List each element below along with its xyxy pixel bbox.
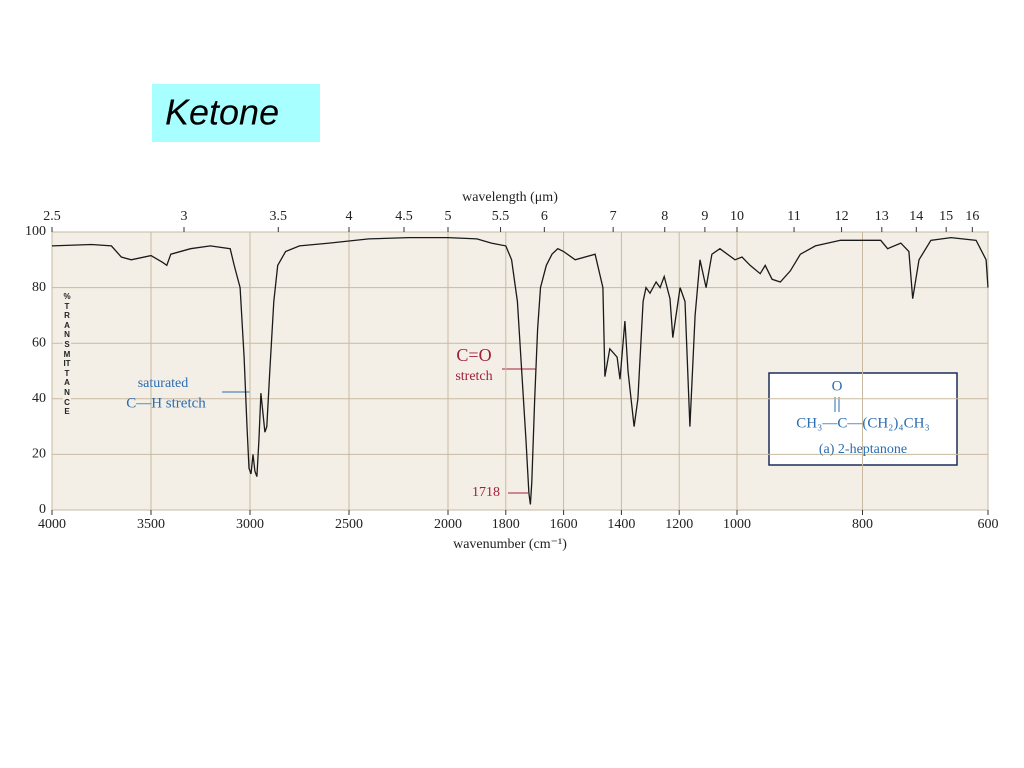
y-tick-label: 100 <box>25 224 46 239</box>
x-axis-label: wavenumber (cm⁻¹) <box>453 537 567 552</box>
annotation: stretch <box>455 369 492 384</box>
slide-title: Ketone <box>165 92 279 133</box>
x-tick-label: 800 <box>852 517 873 532</box>
annotation: saturated <box>138 376 189 391</box>
x2-tick-label: 13 <box>875 209 889 224</box>
x-tick-label: 3000 <box>236 517 264 532</box>
annotation: 1718 <box>472 485 500 500</box>
x-tick-label: 1600 <box>550 517 578 532</box>
y-tick-label: 60 <box>32 335 46 350</box>
title-box <box>152 84 320 142</box>
x-tick-label: 2500 <box>335 517 363 532</box>
y-tick-label: 20 <box>32 447 46 462</box>
y-tick-label: 0 <box>39 502 46 517</box>
x-tick-label: 2000 <box>434 517 462 532</box>
x2-tick-label: 16 <box>965 209 979 224</box>
x-tick-label: 1200 <box>665 517 693 532</box>
x2-tick-label: 6 <box>541 209 548 224</box>
x2-axis-label: wavelength (μm) <box>462 190 558 205</box>
plot-area <box>51 231 989 511</box>
molecule-formula: CH₃—C—(CH₂)₄CH₃ <box>796 415 929 431</box>
y-axis-label: %TRANSMITTANCE <box>63 292 71 417</box>
x2-tick-label: 2.5 <box>43 209 61 224</box>
y-tick-label: 80 <box>32 280 46 295</box>
x2-tick-label: 5 <box>445 209 452 224</box>
x2-tick-label: 7 <box>610 209 617 224</box>
x2-tick-label: 4 <box>346 209 353 224</box>
x2-tick-label: 3 <box>181 209 188 224</box>
x2-tick-label: 10 <box>730 209 744 224</box>
x2-tick-label: 3.5 <box>270 209 288 224</box>
x2-tick-label: 4.5 <box>395 209 413 224</box>
x2-tick-label: 9 <box>701 209 708 224</box>
x-tick-label: 600 <box>978 517 999 532</box>
x-tick-label: 4000 <box>38 517 66 532</box>
x2-tick-label: 5.5 <box>492 209 510 224</box>
x2-tick-label: 12 <box>835 209 849 224</box>
y-tick-label: 40 <box>32 391 46 406</box>
x2-tick-label: 14 <box>909 209 923 224</box>
annotation: C—H stretch <box>126 395 206 411</box>
x-tick-label: 1400 <box>607 517 635 532</box>
x2-tick-label: 11 <box>787 209 800 224</box>
molecule-caption: (a) 2-heptanone <box>819 442 907 457</box>
molecule-oxygen: O <box>832 378 843 394</box>
x2-tick-label: 15 <box>939 209 953 224</box>
x-tick-label: 1000 <box>723 517 751 532</box>
x-tick-label: 1800 <box>492 517 520 532</box>
x2-tick-label: 8 <box>661 209 668 224</box>
spectrum-line <box>51 236 989 505</box>
x-tick-label: 3500 <box>137 517 165 532</box>
annotation: C=O <box>456 345 491 365</box>
